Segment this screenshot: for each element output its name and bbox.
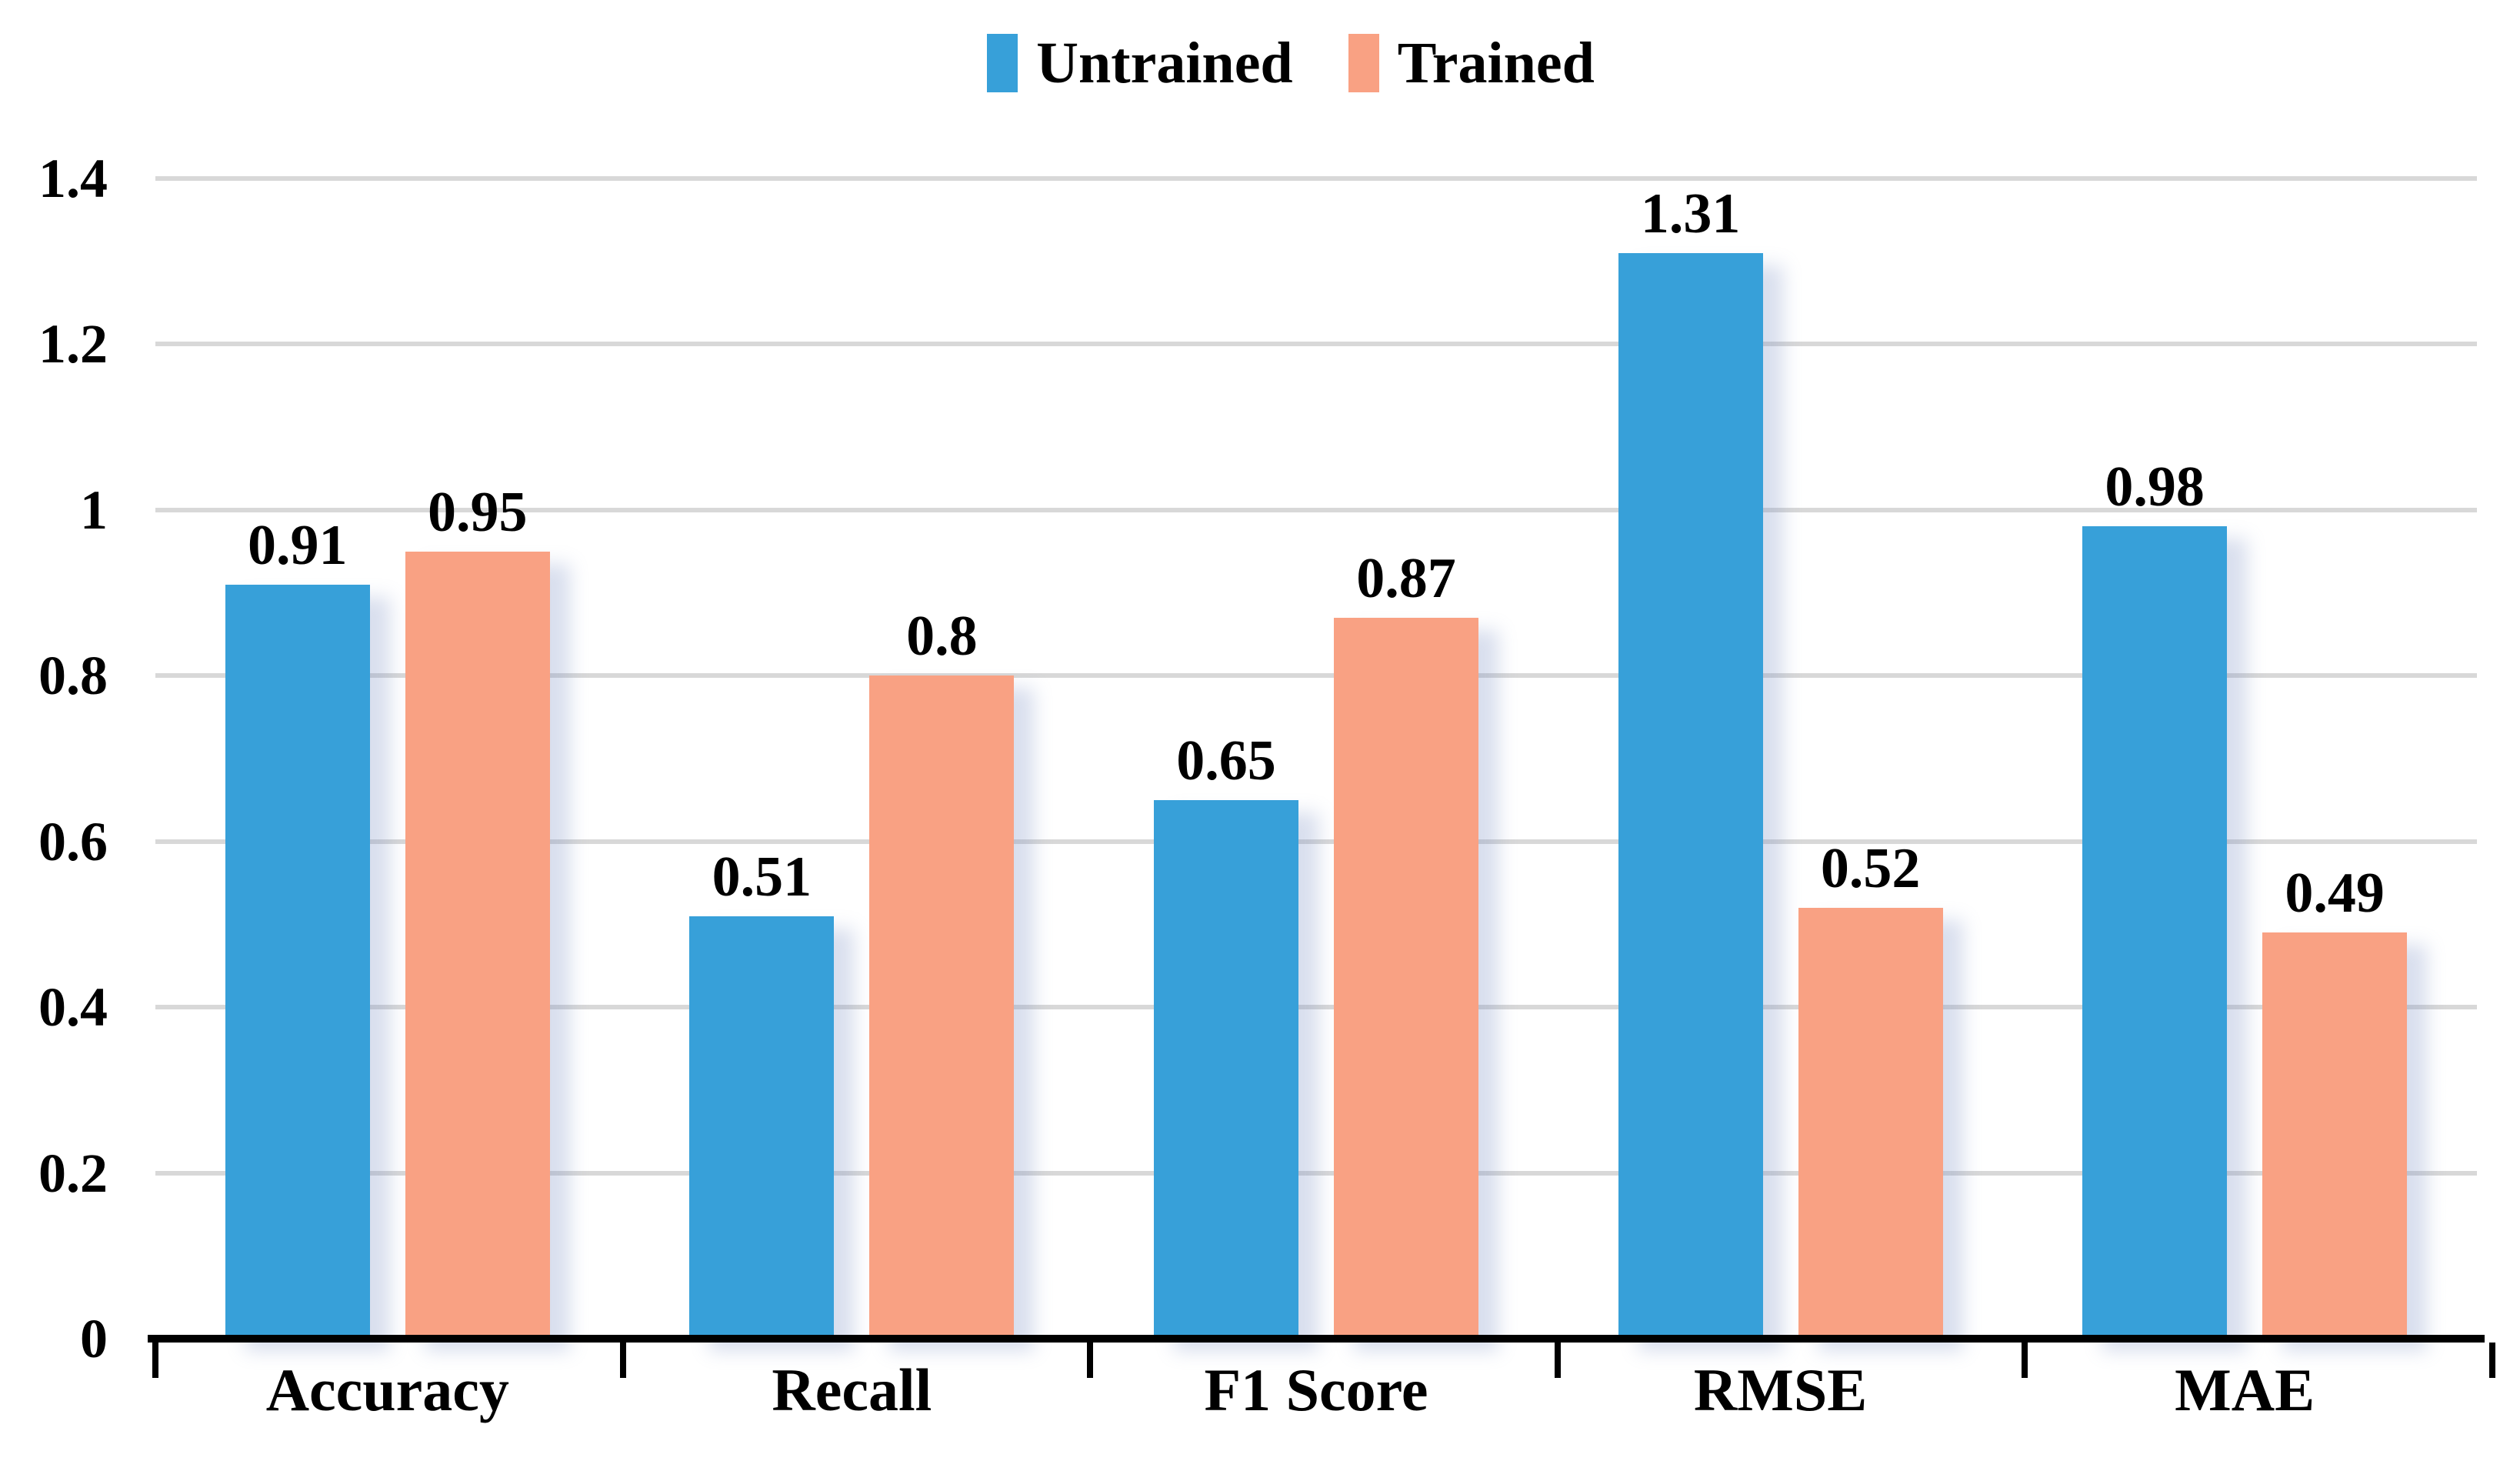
bar-trained-recall: 0.8 [869,608,1015,1339]
bar-value-label: 0.8 [906,605,978,669]
y-tick-label: 0 [80,1308,108,1369]
gridline [155,673,2477,679]
bar-group-accuracy: 0.91 0.95 [155,178,620,1339]
bar-value-label: 0.65 [1176,729,1276,792]
y-tick-label: 1.4 [38,148,108,209]
bar-value-label: 0.52 [1820,836,1921,900]
bar-untrained-recall: 0.51 [689,849,835,1339]
y-tick-label: 0.4 [38,976,108,1039]
bar-trained-f1-score: 0.87 [1333,550,1478,1339]
gridline [155,1005,2477,1010]
bar-untrained-mae: 0.98 [2082,459,2228,1339]
legend-label: Trained [1397,31,1595,95]
bar-group-recall: 0.51 0.8 [620,178,1085,1339]
y-tick-label: 1.2 [38,313,108,375]
bar-untrained-rmse: 1.31 [1618,185,1763,1339]
y-tick-label: 0.8 [38,645,108,707]
plot-area: 0.91 0.95 0.51 0.8 0.65 0.87 1.31 0.52 0.98 0.49 [148,176,2495,1378]
bar-value-label: 0.98 [2105,455,2205,519]
x-axis-tick [1087,1343,1094,1378]
bar-value-label: 0.51 [712,845,812,909]
legend-label: Untrained [1036,31,1293,95]
chart-legend: Untrained Trained [31,34,2520,92]
x-axis-tick [2022,1343,2028,1378]
x-category-label-f1-score: F1 Score [1204,1356,1428,1423]
legend-item-trained: Trained [1348,34,1595,92]
x-axis-tick [2489,1343,2495,1378]
bar-trained-accuracy: 0.95 [405,484,550,1339]
legend-item-untrained: Untrained [987,34,1293,92]
x-category-label-mae: MAE [2175,1356,2315,1423]
bar-untrained-f1-score: 0.65 [1153,732,1298,1339]
gridline [155,507,2477,512]
x-category-label-recall: Recall [772,1356,932,1423]
x-category-label-rmse: RMSE [1693,1356,1868,1423]
bar-group-rmse: 1.31 0.52 [1548,178,2013,1339]
gridline [155,176,2477,181]
bar-groups: 0.91 0.95 0.51 0.8 0.65 0.87 1.31 0.52 0.98 0.49 [155,178,2477,1339]
bar-trained-rmse: 0.52 [1798,840,1943,1339]
y-tick-label: 0.6 [38,810,108,872]
bar-value-label: 1.31 [1640,182,1741,245]
bar-value-label: 0.49 [2285,862,2385,926]
bar-value-label: 0.95 [428,480,528,544]
gridline [155,342,2477,347]
bar-untrained-accuracy: 0.91 [225,517,370,1339]
x-axis-tick [619,1343,626,1378]
x-axis-line [148,1335,2495,1378]
y-tick-label: 0.2 [38,1142,108,1204]
y-tick-label: 1 [80,479,108,541]
x-axis-category-labels: Accuracy Recall F1 Score RMSE MAE [155,1360,2477,1420]
bar-group-f1-score: 0.65 0.87 [1084,178,1548,1339]
y-axis-tick-labels: 0 0.2 0.4 0.6 0.8 1 1.2 1.4 [0,151,108,1366]
gridline [155,1170,2477,1176]
gridline [155,839,2477,844]
legend-swatch-icon [1348,34,1379,92]
legend-swatch-icon [987,34,1018,92]
x-axis-tick [1554,1343,1561,1378]
x-category-label-accuracy: Accuracy [265,1356,509,1423]
bar-group-mae: 0.98 0.49 [2012,178,2477,1339]
bar-value-label: 0.91 [248,513,348,577]
x-axis-tick [152,1343,158,1378]
bar-trained-mae: 0.49 [2262,865,2408,1339]
bar-value-label: 0.87 [1356,546,1456,610]
